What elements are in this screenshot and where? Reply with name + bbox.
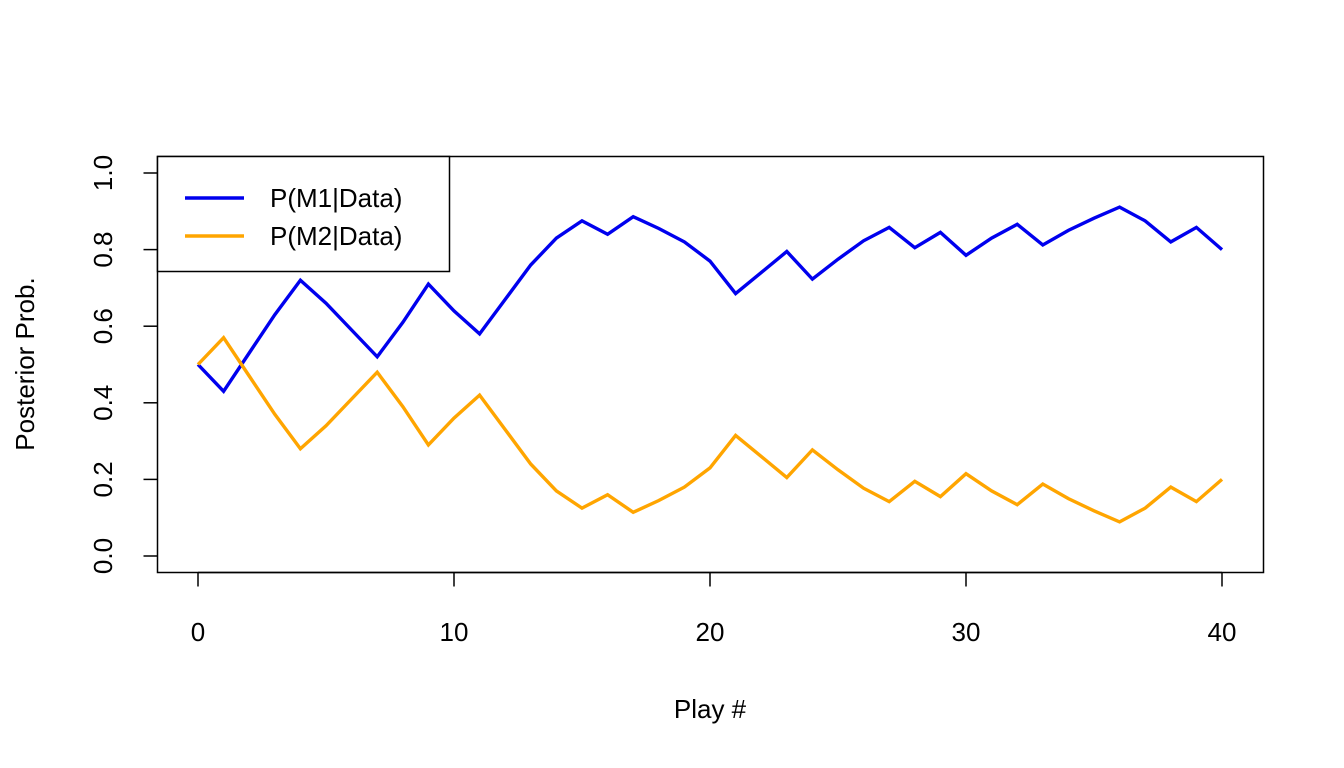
x-axis-title: Play # bbox=[674, 694, 747, 724]
x-tick-label: 10 bbox=[440, 617, 469, 647]
legend-label-2: P(M2|Data) bbox=[270, 221, 402, 251]
legend-box bbox=[156, 155, 451, 273]
y-tick-label: 0.0 bbox=[88, 538, 118, 574]
y-tick-label: 0.8 bbox=[88, 232, 118, 268]
plot-lines bbox=[196, 205, 1224, 524]
legend-label-1: P(M1|Data) bbox=[270, 183, 402, 213]
x-tick-label: 30 bbox=[952, 617, 981, 647]
y-tick-label: 0.4 bbox=[88, 385, 118, 421]
x-tick-label: 20 bbox=[696, 617, 725, 647]
legend: P(M1|Data) P(M2|Data) bbox=[156, 155, 451, 273]
series-line-2 bbox=[196, 334, 1224, 524]
x-tick-label: 40 bbox=[1208, 617, 1237, 647]
y-tick-label: 0.6 bbox=[88, 308, 118, 344]
x-tick-label: 0 bbox=[191, 617, 205, 647]
plot-frame bbox=[156, 155, 1265, 574]
x-axis: 0 10 20 30 40 bbox=[191, 571, 1237, 647]
y-tick-label: 0.2 bbox=[88, 461, 118, 497]
y-axis: 0.0 0.2 0.4 0.6 0.8 1.0 bbox=[88, 155, 158, 574]
y-tick-label: 1.0 bbox=[88, 155, 118, 191]
series-line-1 bbox=[196, 205, 1224, 395]
y-axis-title: Posterior Prob. bbox=[10, 277, 40, 450]
